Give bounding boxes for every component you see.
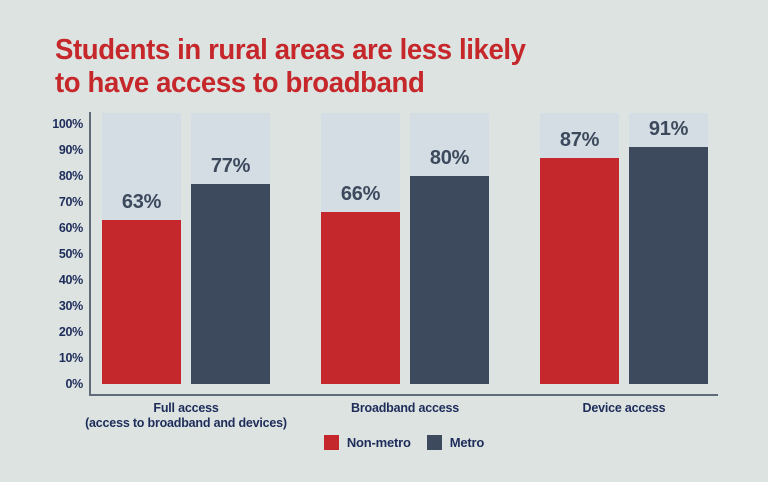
bar-value-label: 77%	[210, 154, 251, 177]
y-tick-label: 10%	[58, 351, 83, 365]
bar-track: 66%	[321, 113, 400, 384]
y-axis: 0% 10% 20% 30% 40% 50% 60% 70% 80% 90% 100%	[0, 113, 83, 391]
y-tick-label: 20%	[58, 325, 83, 339]
legend-label: Non-metro	[346, 435, 411, 450]
bar-track: 87%	[540, 113, 619, 384]
x-axis-labels: Full access (access to broadband and dev…	[85, 401, 708, 435]
bar-value-label: 66%	[340, 183, 381, 206]
bar-track: 80%	[410, 113, 489, 384]
x-category-label: Full access (access to broadband and dev…	[85, 401, 287, 430]
bar-track: 77%	[191, 113, 270, 384]
bar-metro	[191, 183, 270, 384]
legend-swatch-metro	[426, 435, 442, 450]
legend-swatch-non-metro	[323, 435, 339, 450]
legend: Non-metro Metro	[90, 435, 718, 450]
x-category-label: Device access	[582, 401, 666, 415]
legend-label: Metro	[449, 435, 485, 450]
bar-metro	[629, 147, 708, 384]
y-tick-label: 90%	[58, 143, 83, 157]
y-tick-label: 80%	[58, 169, 83, 183]
y-tick-label: 40%	[58, 273, 83, 287]
bar-value-label: 91%	[648, 118, 689, 141]
bar-value-label: 80%	[429, 147, 470, 169]
legend-item-metro: Metro	[426, 435, 485, 450]
bar-value-label: 87%	[559, 128, 600, 151]
y-tick-label: 100%	[52, 117, 83, 131]
plot-area: 63% 77% 66% 80% 87% 91%	[102, 113, 708, 384]
y-tick-label: 70%	[58, 195, 83, 209]
y-tick-label: 30%	[58, 299, 83, 313]
y-tick-label: 0%	[65, 377, 84, 391]
chart-title: Students in rural areas are less likely …	[55, 34, 526, 99]
x-category-label: Broadband access	[351, 401, 459, 415]
bar-non-metro	[102, 220, 181, 384]
bar-track: 91%	[629, 113, 708, 384]
x-axis-line	[89, 394, 718, 396]
bar-value-label: 63%	[121, 191, 162, 214]
y-axis-line	[89, 112, 91, 396]
legend-item-non-metro: Non-metro	[323, 435, 411, 450]
y-tick-label: 60%	[58, 221, 83, 235]
bar-metro	[410, 176, 489, 384]
bar-track: 63%	[102, 113, 181, 384]
bar-non-metro	[321, 212, 400, 384]
y-tick-label: 50%	[58, 247, 83, 261]
bar-non-metro	[540, 157, 619, 384]
